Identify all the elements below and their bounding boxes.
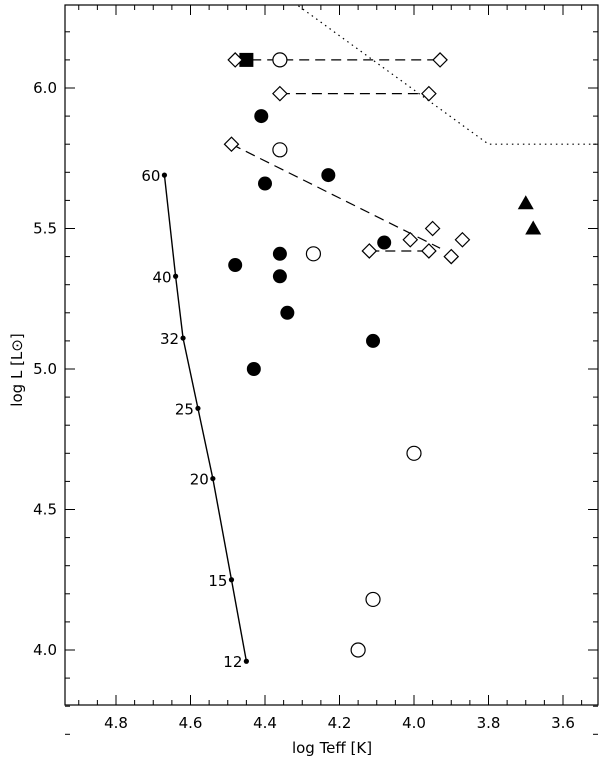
x-tick-label: 3.6 (551, 714, 575, 732)
zams-mass-label: 12 (223, 653, 242, 671)
open-circle-point (272, 142, 288, 158)
x-tick-label: 4.4 (253, 714, 277, 732)
zams-point (173, 273, 179, 279)
plot-frame (64, 4, 599, 706)
x-tick-label: 4.2 (328, 714, 352, 732)
y-tick-label: 4.0 (33, 641, 57, 659)
x-tick-label: 4.0 (402, 714, 426, 732)
zams-point (195, 405, 201, 411)
filled-circle-point (377, 235, 392, 250)
plot-marks: 60 40 32 25 20 15 12 (141, 5, 598, 671)
filled-circle-point (280, 305, 295, 320)
zams-mass-label: 32 (160, 330, 179, 348)
open-diamond-point (227, 52, 244, 68)
y-tick-label: 5.5 (33, 220, 57, 238)
humphreys-davidson-limit-line (296, 5, 598, 145)
zams-point (161, 172, 168, 178)
y-tick-label: 5.0 (33, 360, 57, 378)
x-tick-label: 4.8 (104, 714, 128, 732)
filled-circle-point (254, 109, 269, 124)
filled-triangle-point (517, 195, 534, 210)
open-diamond-point (421, 85, 437, 102)
open-circle-point (305, 246, 322, 262)
open-diamond-point (361, 243, 378, 259)
open-diamond-point (223, 136, 240, 153)
open-diamond-point (454, 231, 471, 248)
open-diamond-point (272, 85, 288, 102)
open-circle-point (272, 52, 288, 68)
zams-point (243, 658, 249, 664)
dashed-connector-line (231, 143, 441, 249)
y-axis-label: log L [L⊙] (8, 333, 26, 406)
x-tick-label: 4.6 (179, 714, 203, 732)
filled-triangle-point (525, 220, 542, 235)
filled-square-point (239, 52, 254, 67)
open-diamond-point (443, 248, 460, 265)
open-diamond-point (421, 243, 437, 259)
open-diamond-point (424, 220, 441, 237)
zams-mass-label: 25 (175, 400, 194, 418)
open-diamond-point (432, 52, 448, 68)
open-circle-point (365, 591, 381, 608)
filled-circle-point (246, 362, 261, 376)
filled-circle-point (321, 168, 336, 183)
zams-mass-label: 40 (153, 268, 172, 286)
open-diamond-point (402, 231, 419, 248)
zams-point (180, 335, 186, 341)
x-axis-label: log Teff [K] (292, 739, 372, 757)
filled-circle-point (258, 176, 272, 191)
zams-point (210, 475, 216, 482)
open-circle-point (406, 445, 422, 461)
y-tick-label: 4.5 (33, 501, 57, 519)
x-tick-label: 3.8 (477, 714, 501, 732)
y-tick-label: 6.0 (33, 79, 57, 97)
filled-circle-point (366, 333, 381, 348)
filled-circle-point (228, 258, 243, 273)
zams-point (228, 577, 235, 583)
zams-mass-label: 60 (141, 167, 160, 185)
filled-circle-point (272, 269, 287, 284)
zams-mass-label: 20 (190, 471, 209, 489)
zams-mass-label: 15 (208, 572, 227, 590)
open-circle-point (350, 642, 366, 658)
plot-area: 4.8 4.6 4.4 4.2 4.0 3.8 3.6 4.0 4.5 5.0 5.5 6.0 60 40… (33, 4, 599, 735)
filled-circle-point (272, 246, 287, 261)
